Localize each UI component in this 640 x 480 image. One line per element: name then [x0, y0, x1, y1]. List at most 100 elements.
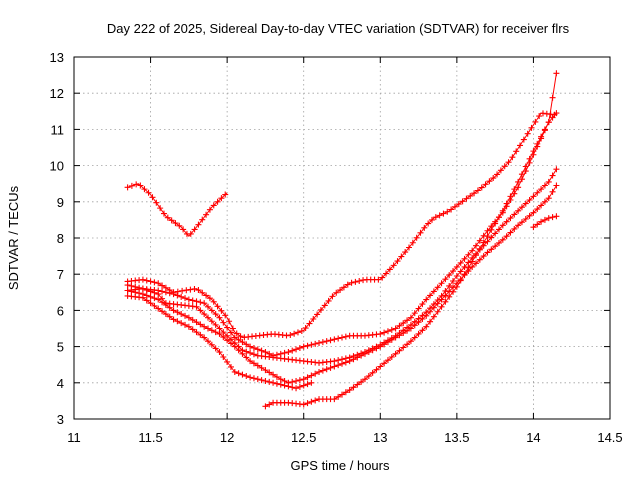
data-point-marker: [335, 393, 342, 400]
data-point-marker: [541, 216, 548, 223]
data-point-marker: [450, 288, 457, 295]
data-point-marker: [183, 287, 190, 294]
data-point-marker: [162, 311, 169, 318]
data-point-marker: [296, 383, 303, 390]
data-point-marker: [224, 337, 231, 344]
data-point-marker: [155, 291, 162, 298]
data-point-marker: [201, 334, 208, 341]
data-point-marker: [545, 178, 552, 185]
data-point-marker: [476, 256, 483, 263]
data-point-marker: [473, 260, 479, 267]
data-point-marker: [484, 227, 491, 234]
data-point-marker: [331, 396, 338, 403]
data-point-marker: [155, 280, 162, 287]
data-point-marker: [446, 272, 453, 279]
data-point-marker: [185, 314, 192, 321]
data-point-marker: [381, 329, 388, 336]
data-point-marker: [446, 282, 453, 289]
data-point-marker: [396, 347, 403, 354]
data-point-marker: [346, 387, 353, 394]
data-point-marker: [191, 285, 198, 292]
data-point-marker: [553, 70, 560, 77]
data-point-marker: [312, 370, 319, 377]
data-point-marker: [317, 306, 324, 313]
data-point-marker: [534, 140, 541, 147]
data-point-marker: [312, 397, 319, 404]
data-point-marker: [501, 163, 508, 170]
data-point-marker: [205, 338, 211, 345]
data-point-marker: [430, 288, 437, 295]
data-point-marker: [413, 234, 420, 241]
data-point-marker: [302, 325, 309, 332]
data-point-marker: [151, 295, 158, 302]
data-point-marker: [331, 336, 338, 343]
data-point-marker: [419, 315, 426, 322]
data-point-marker: [407, 314, 414, 321]
data-point-marker: [147, 278, 154, 285]
data-point-marker: [231, 368, 238, 375]
data-point-marker: [549, 188, 556, 195]
data-point-marker: [476, 245, 483, 252]
data-point-marker: [421, 224, 428, 231]
data-point-marker: [337, 287, 344, 294]
data-point-marker: [358, 378, 365, 385]
data-point-marker: [442, 276, 449, 283]
data-point-marker: [143, 297, 150, 304]
data-point-marker: [549, 94, 556, 101]
data-point-marker: [124, 282, 131, 289]
data-point-marker: [262, 403, 269, 410]
data-point-marker: [147, 288, 154, 295]
data-point-marker: [208, 341, 215, 348]
data-point-marker: [526, 212, 533, 219]
data-point-marker: [235, 347, 242, 354]
data-point-marker: [304, 381, 311, 388]
data-point-marker: [450, 277, 457, 284]
data-point-marker: [289, 378, 296, 385]
data-point-marker: [254, 346, 261, 353]
data-point-marker: [538, 202, 545, 209]
data-point-marker: [396, 332, 403, 339]
data-point-marker: [430, 304, 437, 311]
data-point-marker: [450, 268, 457, 275]
data-point-marker: [536, 113, 543, 120]
data-point-marker: [438, 296, 445, 303]
data-point-marker: [277, 381, 284, 388]
y-tick-label: 13: [50, 50, 64, 65]
data-point-marker: [327, 337, 334, 344]
data-point-marker: [553, 110, 560, 117]
data-point-marker: [143, 287, 150, 294]
data-point-marker: [224, 324, 231, 331]
data-point-marker: [304, 342, 311, 349]
x-tick-label: 12: [220, 430, 234, 445]
data-point-marker: [507, 229, 514, 236]
data-point-marker: [526, 196, 533, 203]
data-point-marker: [354, 381, 361, 388]
data-point-marker: [254, 376, 261, 383]
data-point-marker: [392, 334, 399, 341]
data-point-marker: [159, 308, 166, 315]
data-point-marker: [404, 317, 411, 324]
data-point-marker: [518, 204, 525, 211]
data-point-marker: [216, 314, 223, 321]
data-point-marker: [191, 226, 198, 233]
data-point-marker: [139, 285, 146, 292]
data-point-marker: [522, 200, 529, 207]
data-point-marker: [197, 307, 204, 314]
data-point-marker: [250, 344, 257, 351]
data-point-marker: [227, 363, 234, 370]
data-point-marker: [356, 277, 363, 284]
data-point-marker: [285, 349, 292, 356]
data-point-marker: [497, 167, 504, 174]
data-point-marker: [532, 118, 539, 125]
data-point-marker: [159, 299, 166, 306]
data-point-marker: [384, 357, 391, 364]
plot-frame: [73, 56, 611, 420]
data-point-marker: [319, 367, 326, 374]
y-tick-label: 3: [57, 412, 64, 427]
data-point-marker: [189, 326, 196, 333]
data-point-marker: [220, 319, 227, 326]
data-point-marker: [237, 333, 244, 340]
data-point-marker: [147, 293, 154, 300]
data-point-marker: [166, 290, 173, 297]
data-point-marker: [342, 359, 349, 366]
